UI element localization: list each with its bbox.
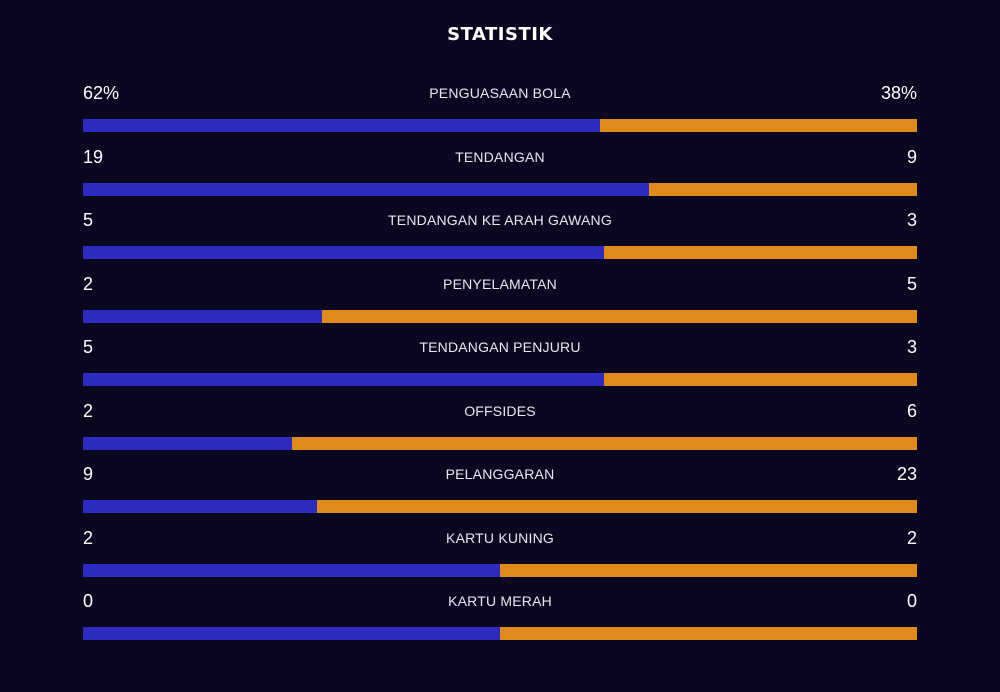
home-value: 9 (83, 464, 94, 484)
away-bar (500, 627, 917, 640)
home-value: 0 (83, 591, 94, 611)
home-bar (83, 500, 318, 513)
stat-row-shots: 19 TENDANGAN 9 (83, 144, 917, 208)
away-bar (604, 373, 917, 386)
away-bar (291, 436, 917, 450)
away-bar (649, 182, 917, 196)
away-value: 38% (880, 83, 917, 103)
comparison-bar (83, 119, 917, 132)
home-bar (83, 246, 605, 259)
stat-label: KARTU MERAH (448, 593, 552, 609)
stats-title: STATISTIK (447, 24, 553, 45)
comparison-bar (83, 373, 917, 386)
comparison-bar (83, 500, 917, 513)
home-value: 62% (83, 83, 120, 103)
away-bar (600, 119, 917, 132)
comparison-bar (83, 182, 917, 196)
away-value: 0 (906, 591, 917, 611)
stat-row-offsides: 2 OFFSIDES 6 (83, 398, 917, 462)
away-value: 6 (906, 400, 917, 421)
away-bar (500, 563, 917, 577)
stat-label: PELANGGARAN (445, 466, 555, 482)
home-bar (83, 563, 500, 577)
stat-label: TENDANGAN KE ARAH GAWANG (388, 212, 612, 228)
stat-row-fouls: 9 PELANGGARAN 23 (83, 461, 917, 525)
home-value: 2 (83, 400, 94, 421)
comparison-bar (83, 309, 917, 323)
home-value: 5 (83, 210, 94, 230)
home-bar (83, 182, 650, 196)
away-bar (317, 500, 917, 513)
comparison-bar (83, 436, 917, 450)
away-value: 5 (906, 273, 917, 294)
home-bar (83, 309, 322, 323)
comparison-bar (83, 246, 917, 259)
stat-label: TENDANGAN (455, 148, 545, 165)
stat-label: TENDANGAN PENJURU (419, 339, 581, 355)
away-value: 9 (906, 146, 917, 167)
home-bar (83, 436, 292, 450)
home-bar (83, 627, 500, 640)
away-value: 2 (906, 527, 917, 548)
home-value: 2 (83, 527, 94, 548)
stat-label: KARTU KUNING (446, 529, 554, 546)
stat-row-red-cards: 0 KARTU MERAH 0 (83, 588, 917, 652)
away-value: 23 (896, 464, 917, 484)
stat-label: PENGUASAAN BOLA (429, 85, 571, 101)
stat-row-yellow-cards: 2 KARTU KUNING 2 (83, 525, 917, 589)
comparison-bar (83, 563, 917, 577)
stat-row-possession: 62% PENGUASAAN BOLA 38% (83, 80, 917, 144)
away-value: 3 (906, 210, 917, 230)
stat-label: OFFSIDES (464, 402, 536, 419)
stat-row-corners: 5 TENDANGAN PENJURU 3 (83, 334, 917, 398)
away-bar (321, 309, 917, 323)
home-value: 2 (83, 273, 94, 294)
stat-row-shots-on-target: 5 TENDANGAN KE ARAH GAWANG 3 (83, 207, 917, 271)
home-value: 19 (83, 146, 104, 167)
home-bar (83, 373, 605, 386)
stat-label: PENYELAMATAN (443, 275, 557, 292)
home-value: 5 (83, 337, 94, 357)
away-bar (604, 246, 917, 259)
away-value: 3 (906, 337, 917, 357)
comparison-bar (83, 627, 917, 640)
home-bar (83, 119, 601, 132)
stat-row-saves: 2 PENYELAMATAN 5 (83, 271, 917, 335)
stats-list: 62% PENGUASAAN BOLA 38% 19 TENDANGAN 9 5… (83, 80, 917, 652)
